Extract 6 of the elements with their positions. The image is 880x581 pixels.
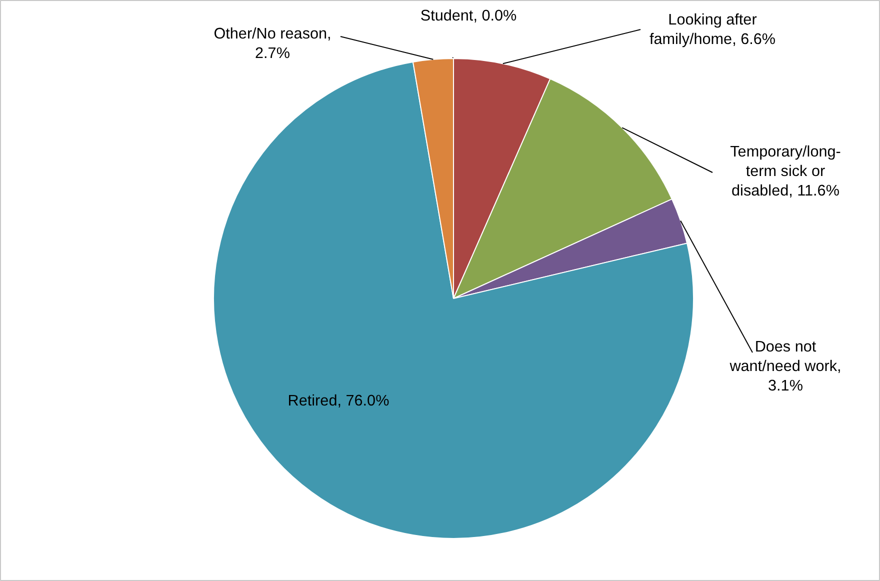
slice-label: Temporary/long-term sick or disabled, 11.6% — [730, 144, 841, 200]
slice-label: Retired, 76.0% — [288, 392, 390, 410]
slice-label: Looking after family/home, 6.6% — [649, 12, 776, 48]
category-label: Student, 0.0% — [420, 8, 517, 24]
slice-label: Does not want/need work, 3.1% — [728, 338, 842, 395]
slice-label: Other/No reason, 2.7% — [214, 26, 332, 62]
